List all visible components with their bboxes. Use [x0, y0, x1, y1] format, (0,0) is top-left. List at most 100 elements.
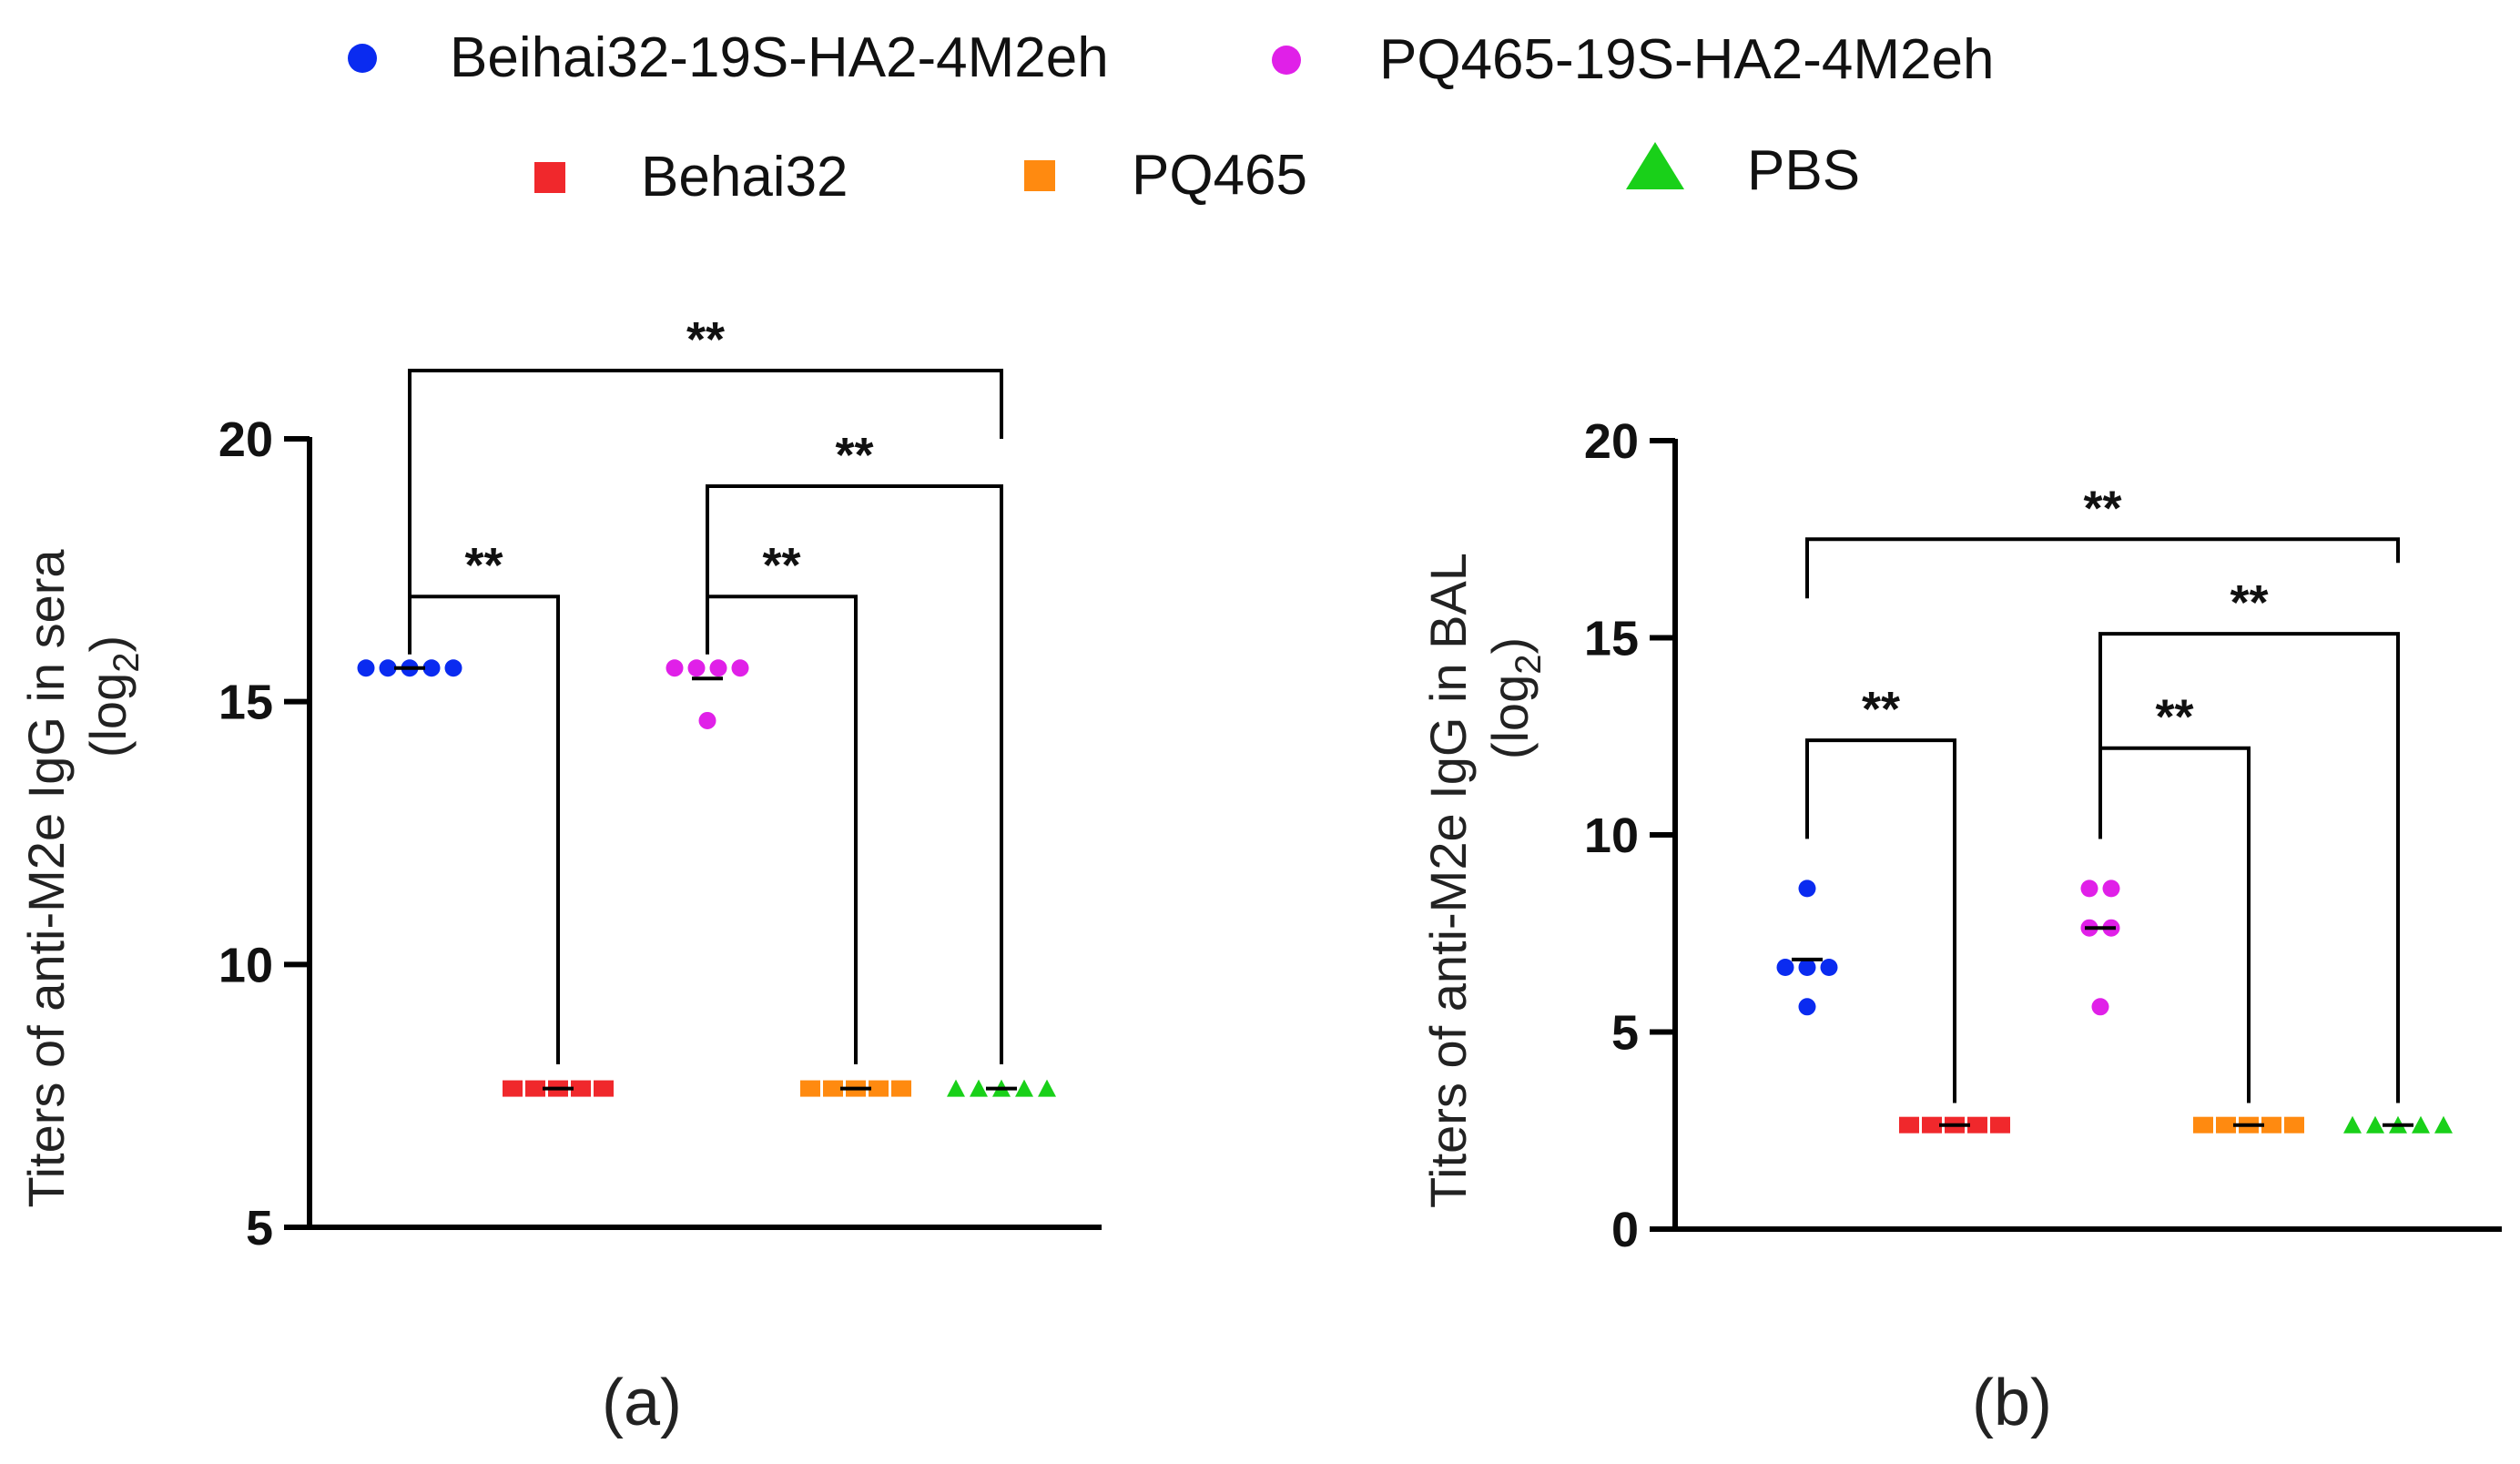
panel-a-bracket-line: [706, 595, 858, 1065]
panel-b-group-5: [2343, 1115, 2453, 1134]
panel-a-data-point: [666, 659, 684, 677]
panel-a-group-4: [800, 1080, 911, 1097]
panel-b-ylabel-line1: Titers of anti-M2e IgG in BAL: [1419, 553, 1477, 1208]
panel-b-ytick-label: 10: [1584, 808, 1639, 863]
panel-b-data-point: [1967, 1116, 1987, 1134]
panel-b-group-3: [2080, 879, 2120, 1016]
panel-b-bracket-line: [2098, 632, 2400, 1103]
legend-marker-square: [534, 162, 565, 193]
panel-a-group-3: [666, 659, 749, 729]
panel-a-ytick-label: 15: [218, 676, 273, 730]
panel-a-significance-label: **: [464, 538, 503, 593]
panel-b-ytick-label: 15: [1584, 612, 1639, 666]
panel-b-ylabel-sub: 2: [1509, 655, 1549, 675]
panel-b-data-point: [2193, 1116, 2213, 1134]
panel-b-bracket-line: [1805, 738, 1956, 1103]
panel-b-significance-bracket: **: [1805, 481, 2400, 599]
panel-b-data-point: [2080, 879, 2098, 898]
panel-b-label: (b): [1972, 1367, 2052, 1439]
panel-b-data-point: [1899, 1116, 1919, 1134]
panel-a-significance-label: **: [835, 428, 873, 483]
panel-a-chart: 5 10 15 20 Titers of anti-M2e IgG in sera (lo…: [17, 312, 1102, 1439]
panel-a-data-point: [823, 1080, 843, 1097]
panel-b-significance-bracket: **: [1805, 682, 1956, 1103]
panel-a-ytick-label: 10: [218, 938, 273, 992]
panel-b-data-point: [2091, 998, 2109, 1016]
legend-marker-circle: [1272, 46, 1301, 75]
panel-b-significance-label: **: [2083, 481, 2121, 535]
panel-b-data-point: [2216, 1116, 2236, 1134]
panel-b-ytick-label: 20: [1584, 414, 1639, 469]
panel-a-data-point: [594, 1080, 614, 1097]
panel-a-data-point: [947, 1079, 965, 1097]
panel-b-group-2: [1899, 1116, 2010, 1134]
panel-a-ylabel-line1: Titers of anti-M2e IgG in sera: [17, 549, 75, 1208]
panel-b-ylabel-log: (log: [1481, 675, 1539, 759]
legend-item: Beihai32-19S-HA2-4M2eh: [348, 26, 1109, 89]
panel-a-data-point: [357, 659, 375, 677]
panel-a-data-point: [731, 659, 749, 677]
panel-b-data-point: [1798, 998, 1816, 1016]
panel-b-group-1: [1776, 879, 1838, 1016]
panel-a-ytick-label: 5: [246, 1201, 273, 1256]
panel-a-data-point: [503, 1080, 523, 1097]
legend-label: Beihai32-19S-HA2-4M2eh: [450, 26, 1109, 89]
panel-a-data-point: [970, 1079, 988, 1097]
panel-a-significance-bracket: **: [706, 428, 1003, 1065]
legend-item: Behai32: [534, 146, 848, 208]
panel-a-ylabel-sub: 2: [107, 653, 147, 673]
panel-b-data-point: [2102, 879, 2120, 898]
panel-b-significance-label: **: [1862, 682, 1900, 737]
panel-a-ylabel-line2: (log2): [79, 635, 147, 757]
panel-a-data-point: [444, 659, 462, 677]
legend-label: PQ465-19S-HA2-4M2eh: [1379, 28, 1994, 91]
panel-a-group-1: [357, 659, 462, 677]
panel-a-significance-bracket: **: [408, 312, 1003, 634]
legend-item: PQ465: [1024, 144, 1307, 207]
panel-b-data-point: [2261, 1116, 2281, 1134]
panel-b-data-point: [2434, 1115, 2453, 1134]
panel-b-data-point: [2343, 1115, 2362, 1134]
legend-marker-circle: [348, 44, 377, 73]
panel-a-data-point: [1015, 1079, 1033, 1097]
panel-a-bracket-line: [706, 483, 1003, 1065]
legend-label: Behai32: [641, 146, 848, 208]
legend-item: PQ465-19S-HA2-4M2eh: [1272, 28, 1994, 91]
panel-b-significance-label: **: [2230, 575, 2268, 630]
panel-a-ylabel-log: (log: [79, 673, 137, 757]
panel-a-data-point: [687, 659, 706, 677]
panel-a-ytick-label: 20: [218, 412, 273, 467]
panel-b-group-4: [2193, 1116, 2304, 1134]
legend-label: PQ465: [1132, 144, 1307, 207]
panel-a-significance-label: **: [762, 538, 800, 593]
panel-b-data-point: [2284, 1116, 2304, 1134]
panel-b-chart: 0 5 10 15 20 Titers of anti-M2e IgG in BAL (lo…: [1419, 414, 2502, 1439]
panel-a-data-point: [571, 1080, 591, 1097]
panel-a-significance-bracket: **: [706, 538, 858, 1065]
panel-a-data-point: [869, 1080, 889, 1097]
legend-marker-square: [1024, 160, 1055, 191]
panel-b-data-point: [2412, 1115, 2430, 1134]
panel-b-ytick-label: 0: [1611, 1203, 1639, 1257]
panel-a-data-point: [698, 711, 716, 729]
panel-a-bracket-line: [408, 368, 1003, 634]
panel-b-data-point: [2366, 1115, 2384, 1134]
panel-a-significance-bracket: **: [408, 538, 560, 1065]
panel-b-ylabel-line2: (log2): [1481, 637, 1549, 759]
panel-b-data-point: [1798, 958, 1816, 976]
legend-marker-triangle: [1626, 142, 1684, 189]
panel-b-data-point: [1990, 1116, 2010, 1134]
panel-a-significance-label: **: [686, 312, 725, 367]
panel-b-ytick-label: 5: [1611, 1006, 1639, 1061]
panel-a-data-point: [1038, 1079, 1056, 1097]
legend-label: PBS: [1747, 139, 1860, 202]
legend-item: PBS: [1626, 139, 1860, 202]
panel-a-label: (a): [602, 1367, 682, 1439]
panel-b-data-point: [1820, 958, 1838, 976]
panel-a-group-2: [503, 1080, 614, 1097]
panel-a-data-point: [422, 659, 441, 677]
panel-b-data-point: [1798, 879, 1816, 898]
panel-a-data-point: [709, 659, 727, 677]
panel-a-data-point: [379, 659, 397, 677]
